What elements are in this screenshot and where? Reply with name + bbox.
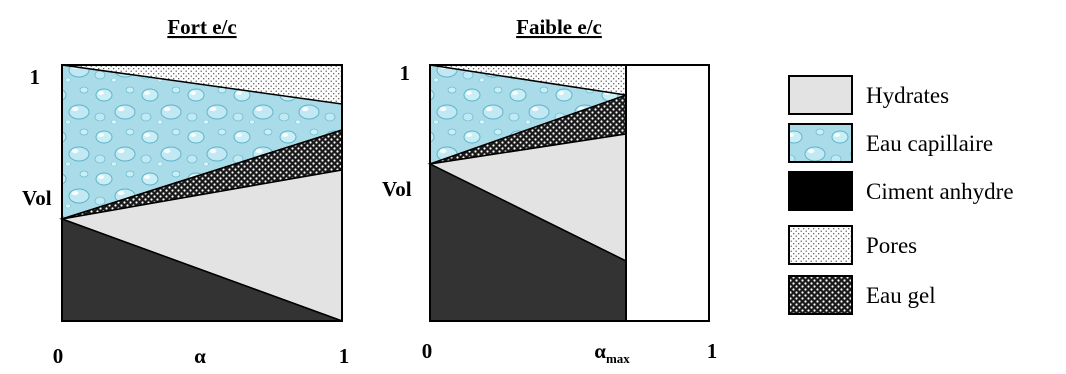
- panel-title-fort: Fort e/c: [167, 15, 236, 39]
- x-label-start-fort: 0: [53, 344, 64, 368]
- panel-frame-faible: [429, 64, 710, 322]
- panel-title-faible: Faible e/c: [516, 15, 602, 39]
- legend-swatch-ciment-anhydre: [788, 171, 853, 211]
- legend-item-hydrates: Hydrates: [788, 75, 949, 115]
- legend-label-ciment-anhydre: Ciment anhydre: [866, 179, 1014, 204]
- panel-faible: Faible e/c 1 Vol 0 αmax 1: [382, 15, 717, 366]
- x-label-start-faible: 0: [422, 339, 433, 363]
- legend-item-eau-gel: Eau gel: [788, 275, 936, 315]
- panel-frame-fort: [61, 64, 343, 322]
- legend-label-eau-capillaire: Eau capillaire: [866, 131, 993, 156]
- legend-item-ciment-anhydre: Ciment anhydre: [788, 171, 1014, 211]
- legend-swatch-pores: [788, 225, 853, 265]
- y-label-top-faible: 1: [400, 61, 411, 85]
- legend-label-pores: Pores: [866, 233, 917, 258]
- empty-region: [626, 65, 709, 321]
- legend-label-hydrates: Hydrates: [866, 83, 949, 108]
- legend-swatch-eau-gel: [788, 275, 853, 315]
- x-label-alpha-fort: α: [194, 344, 206, 368]
- legend-label-eau-gel: Eau gel: [866, 283, 936, 308]
- legend-swatch-hydrates: [788, 75, 853, 115]
- alpha-symbol: α: [594, 339, 606, 363]
- legend-item-eau-capillaire: Eau capillaire: [788, 123, 993, 163]
- y-label-top-fort: 1: [30, 65, 41, 89]
- legend: Hydrates Eau capillaire Ciment anhydre P…: [788, 75, 1014, 315]
- legend-swatch-eau-capillaire: [788, 123, 853, 163]
- x-label-end-faible: 1: [707, 339, 718, 363]
- x-label-alpha-max: αmax: [594, 339, 630, 366]
- x-label-end-fort: 1: [339, 344, 350, 368]
- alpha-subscript-max: max: [606, 351, 630, 366]
- y-label-vol-fort: Vol: [22, 186, 52, 210]
- y-label-vol-faible: Vol: [382, 177, 412, 201]
- legend-item-pores: Pores: [788, 225, 917, 265]
- panel-fort: Fort e/c 1 Vol 0 α 1: [22, 15, 349, 368]
